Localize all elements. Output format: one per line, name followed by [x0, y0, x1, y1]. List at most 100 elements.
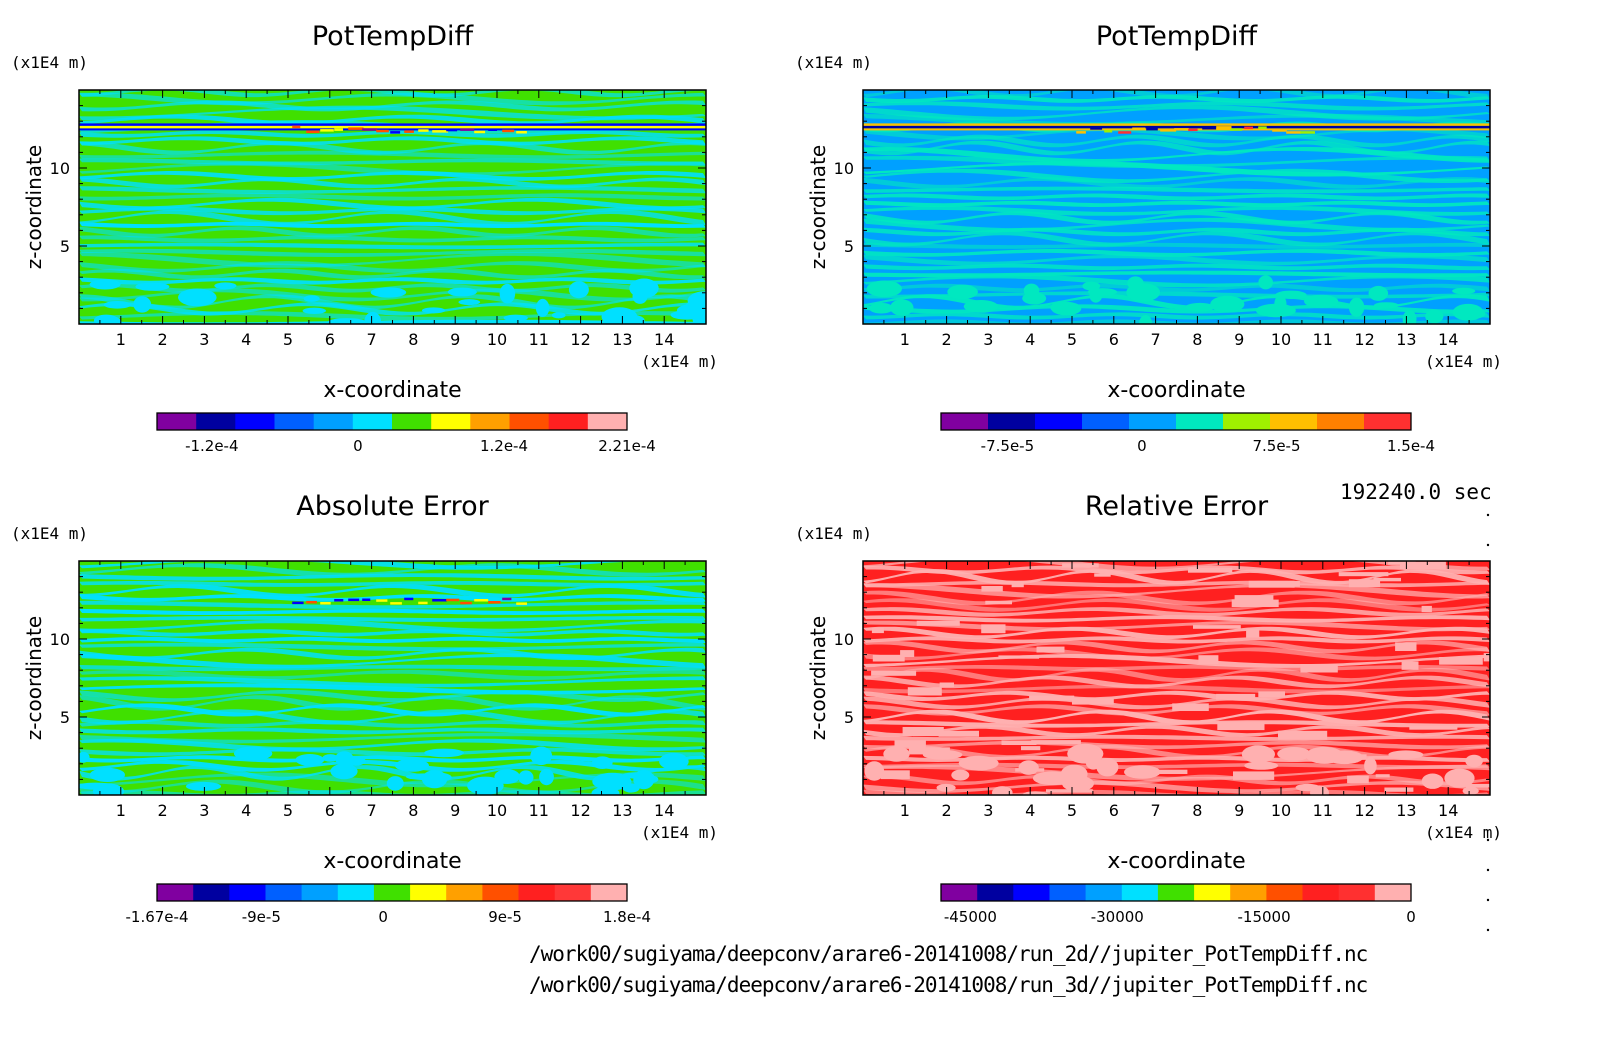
contour-cell	[233, 746, 273, 761]
colorbar-segment	[1035, 413, 1083, 430]
contour-band	[863, 607, 1490, 617]
contour-cell	[908, 747, 950, 755]
contour-cell	[424, 748, 464, 758]
file-path-run-3d: /work00/sugiyama/deepconv/arare6-2014100…	[529, 973, 1368, 997]
contour-cell	[1210, 295, 1245, 313]
x-tick-label: 3	[199, 330, 209, 349]
upper-layer-cell	[1286, 131, 1301, 134]
y-unit-label: (x1E4 m)	[795, 53, 872, 72]
contour-cell	[1483, 653, 1490, 662]
contour-cell	[998, 655, 1040, 659]
contour-cell	[1401, 661, 1419, 670]
contour-cell	[1375, 774, 1390, 778]
contour-cell	[178, 288, 217, 307]
x-tick-label: 9	[450, 330, 460, 349]
contour-cell	[79, 751, 90, 763]
contour-cell	[1096, 758, 1119, 777]
contour-cell	[869, 302, 894, 314]
x-tick-label: 12	[570, 330, 590, 349]
margin-dot	[1486, 928, 1490, 932]
contour-cell	[1289, 580, 1300, 587]
x-tick-label: 9	[1234, 330, 1244, 349]
upper-layer-cell	[1202, 127, 1217, 130]
x-tick-label: 9	[1234, 801, 1244, 820]
colorbar-segment	[157, 413, 197, 430]
contour-cell	[866, 762, 879, 774]
x-tick-label: 11	[1313, 330, 1333, 349]
colorbar-segment	[431, 413, 471, 430]
colorbar-segment	[1223, 413, 1271, 430]
y-unit-label: (x1E4 m)	[11, 524, 88, 543]
y-unit-label: (x1E4 m)	[11, 53, 88, 72]
colorbar-segment	[587, 413, 628, 430]
contour-band	[863, 598, 1490, 612]
contour-band	[79, 619, 706, 633]
contour-band	[79, 584, 706, 598]
contour-cell	[1248, 580, 1295, 588]
contour-cell	[330, 763, 358, 780]
contour-band	[79, 689, 706, 702]
upper-layer-cell	[1076, 131, 1086, 134]
colorbar-segment	[392, 413, 432, 430]
x-tick-label: 2	[158, 801, 168, 820]
contour-cell	[592, 756, 613, 769]
contour-band	[863, 95, 1490, 103]
colorbar-segment	[1176, 413, 1224, 430]
x-tick-label: 2	[942, 801, 952, 820]
contour-band	[863, 274, 1490, 288]
contour-band	[863, 780, 1490, 793]
colorbar-segment	[1013, 884, 1050, 901]
x-tick-label: 12	[1354, 801, 1374, 820]
x-tick-label: 10	[1271, 801, 1291, 820]
x-tick-label: 5	[1067, 801, 1077, 820]
contour-band	[863, 127, 1490, 141]
colorbar-segment	[590, 884, 628, 901]
contour-band	[79, 600, 706, 609]
colorbar-segment	[988, 413, 1036, 430]
x-tick-label: 1	[900, 801, 910, 820]
contour-cell	[135, 282, 170, 291]
colorbar-tick-label: -9e-5	[242, 908, 281, 926]
contour-band	[79, 790, 706, 795]
x-tick-label: 11	[529, 330, 549, 349]
contour-cell	[1348, 297, 1365, 317]
contour-cell	[1126, 283, 1161, 302]
contour-cell	[1015, 768, 1045, 772]
colorbar-segment	[1157, 884, 1195, 901]
y-tick-label: 5	[60, 237, 70, 256]
contour-cell	[1347, 775, 1369, 784]
colorbar-segment	[410, 884, 447, 901]
contour-cell	[1216, 693, 1256, 700]
contour-band	[79, 563, 706, 577]
contour-cell	[601, 307, 638, 324]
colorbar-segment	[301, 884, 339, 901]
colorbar-segment	[229, 884, 266, 901]
upper-layer-cell	[306, 600, 317, 604]
upper-layer-cell	[1300, 131, 1315, 134]
colorbar-tick-label: -1.67e-4	[126, 908, 189, 926]
contour-cell	[303, 295, 320, 302]
x-axis-label: x-coordinate	[1107, 849, 1245, 874]
upper-layer-cell	[348, 127, 364, 130]
upper-layer-cell	[292, 601, 304, 605]
contour-band	[863, 227, 1490, 237]
upper-layer-cell	[1132, 127, 1146, 130]
panel-title: Relative Error	[1085, 491, 1269, 522]
contour-band	[863, 113, 1490, 126]
upper-layer-cell	[1188, 128, 1198, 132]
contour-cell	[568, 281, 589, 299]
upper-layer-cell	[446, 128, 458, 132]
contour-cell	[551, 312, 566, 319]
x-tick-label: 1	[116, 330, 126, 349]
contour-band	[79, 615, 706, 622]
colorbar-segment	[337, 884, 375, 901]
colorbar-segment	[548, 413, 589, 430]
contour-field	[863, 561, 1490, 795]
y-tick-label: 5	[844, 237, 854, 256]
colorbar-tick-label: -7.5e-5	[981, 437, 1034, 455]
contour-cell	[1409, 726, 1458, 730]
contour-band	[863, 206, 1490, 216]
contour-band	[863, 647, 1490, 661]
contour-cell	[535, 298, 550, 317]
contour-band	[863, 789, 1490, 795]
